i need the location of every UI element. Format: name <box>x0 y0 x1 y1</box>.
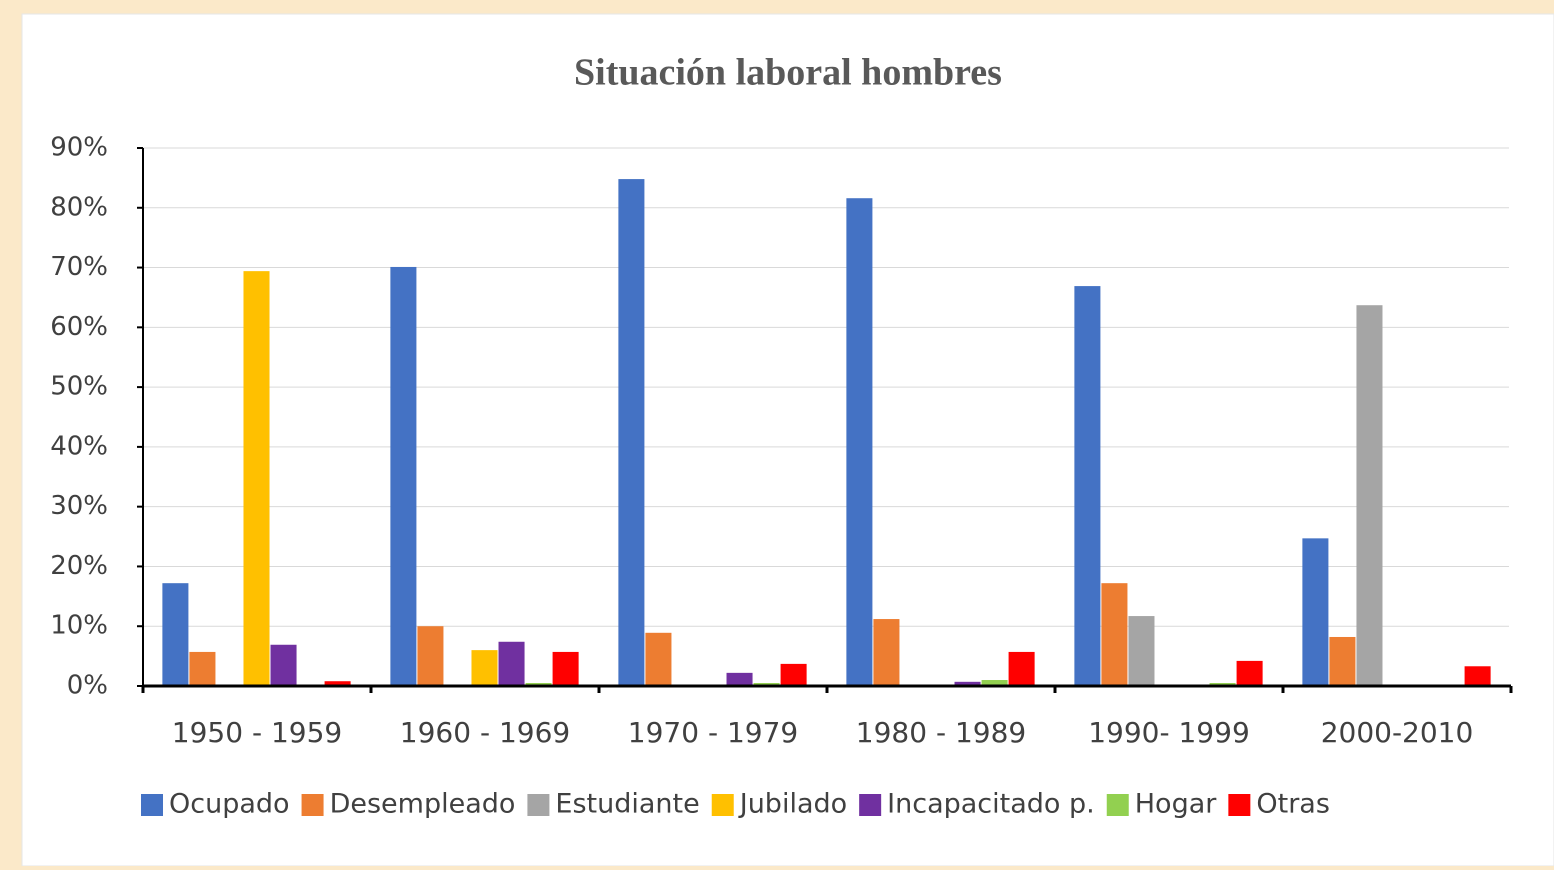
bar <box>780 663 807 686</box>
chart-title: Situación laboral hombres <box>574 52 1002 94</box>
legend-label: Hogar <box>1135 789 1218 820</box>
bar <box>1356 305 1383 686</box>
y-tick-label: 40% <box>50 431 108 461</box>
bar <box>1464 666 1491 686</box>
bar <box>552 651 579 686</box>
y-tick-label: 50% <box>50 372 108 402</box>
x-tick-label: 1990- 1999 <box>1088 716 1250 749</box>
legend-label: Ocupado <box>169 789 290 820</box>
legend-swatch <box>301 794 324 816</box>
y-tick-label: 10% <box>50 611 108 641</box>
y-tick-label: 20% <box>50 551 108 581</box>
y-tick-label: 70% <box>50 252 108 282</box>
legend-label: Otras <box>1256 789 1330 820</box>
bar <box>162 583 189 686</box>
y-tick-label: 80% <box>50 192 108 222</box>
legend-label: Jubilado <box>738 789 847 820</box>
legend-swatch <box>141 794 163 816</box>
bar <box>390 266 417 686</box>
bar <box>1101 583 1128 686</box>
legend-swatch <box>1106 794 1129 816</box>
x-tick-label: 2000-2010 <box>1321 716 1474 749</box>
bar <box>873 619 900 686</box>
legend-swatch <box>1228 794 1251 816</box>
legend-swatch <box>859 794 882 816</box>
x-tick-label: 1960 - 1969 <box>400 716 570 749</box>
bar <box>417 626 444 686</box>
bar <box>270 644 297 686</box>
bar <box>981 680 1008 686</box>
bar <box>1074 286 1101 686</box>
legend-label: Incapacitado p. <box>887 789 1095 820</box>
bar <box>324 681 351 686</box>
bar <box>1128 616 1155 686</box>
bar <box>645 632 672 686</box>
x-tick-label: 1980 - 1989 <box>856 716 1026 749</box>
bar <box>243 271 270 686</box>
bar <box>846 198 873 687</box>
y-tick-label: 30% <box>50 491 108 521</box>
bar <box>189 651 216 686</box>
legend-label: Desempleado <box>330 789 516 820</box>
legend-swatch <box>527 794 550 816</box>
bar <box>471 650 498 686</box>
x-tick-label: 1970 - 1979 <box>628 716 798 749</box>
bar <box>1236 660 1263 686</box>
y-tick-label: 90% <box>50 133 108 163</box>
bar <box>954 681 981 686</box>
y-tick-label: 60% <box>50 312 108 342</box>
y-tick-label: 0% <box>67 671 108 701</box>
legend-label: Estudiante <box>555 789 699 820</box>
bar <box>618 179 645 686</box>
x-tick-label: 1950 - 1959 <box>172 716 342 749</box>
chart-area <box>21 13 1554 867</box>
bar <box>726 672 753 686</box>
bar <box>1008 651 1035 686</box>
legend-swatch <box>711 794 734 816</box>
bar <box>1329 636 1356 686</box>
bar <box>1302 538 1329 686</box>
bar <box>498 641 525 686</box>
